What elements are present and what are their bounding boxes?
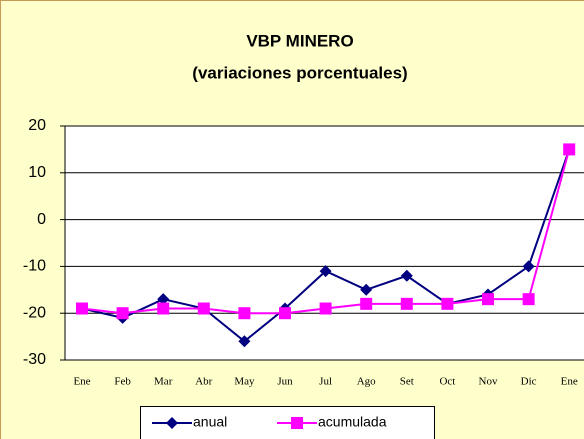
data-point: [238, 307, 251, 320]
legend-label: anual: [193, 414, 227, 430]
x-tick-label: Oct: [439, 376, 455, 388]
x-tick-label: Dic: [521, 376, 537, 388]
data-point: [441, 297, 454, 310]
data-point: [116, 307, 129, 320]
x-tick-label: Ago: [357, 376, 376, 388]
data-point: [360, 283, 373, 296]
data-point: [157, 293, 170, 306]
chart-title: VBP MINERO: [246, 31, 353, 50]
plot-area: [65, 126, 584, 360]
x-tick-label: Feb: [114, 376, 131, 388]
data-point: [482, 293, 494, 306]
x-tick-label: Set: [400, 376, 414, 388]
x-tick-label: Jun: [277, 376, 293, 388]
data-point: [238, 335, 251, 348]
legend-marker: [166, 417, 178, 429]
y-tick-label: -30: [23, 351, 46, 368]
data-point: [319, 265, 332, 278]
data-point: [522, 293, 535, 306]
x-tick-label: May: [234, 376, 255, 388]
legend-marker: [291, 417, 303, 429]
data-point: [279, 307, 291, 320]
chart-subtitle: (variaciones porcentuales): [192, 63, 407, 82]
x-tick-label: Nov: [479, 376, 498, 388]
y-tick-label: -20: [23, 304, 46, 321]
data-point: [319, 302, 332, 315]
x-tick-label: Mar: [154, 376, 173, 388]
x-tick-label: Jul: [319, 376, 332, 388]
y-tick-label: -10: [23, 258, 46, 275]
data-point: [76, 302, 88, 315]
data-point: [400, 297, 413, 310]
data-point: [563, 143, 576, 156]
data-point: [157, 302, 170, 315]
x-tick-label: Abr: [195, 376, 212, 388]
legend-label: acumulada: [318, 414, 387, 430]
data-point: [522, 260, 535, 273]
data-point: [400, 269, 413, 282]
y-tick-label: 0: [37, 211, 46, 228]
x-tick-label: Ene: [73, 376, 90, 388]
y-tick-label: 20: [28, 117, 46, 134]
y-tick-label: 10: [28, 164, 46, 181]
x-tick-label: Ene: [561, 376, 578, 388]
data-point: [197, 302, 210, 315]
data-point: [360, 297, 373, 310]
